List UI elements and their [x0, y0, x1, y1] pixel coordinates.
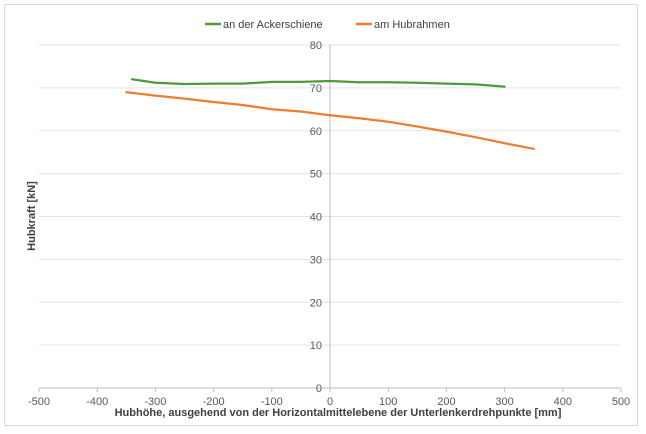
x-tick-label: 300 — [495, 396, 513, 408]
x-tick-label: -500 — [28, 396, 50, 408]
chart-frame — [4, 4, 638, 426]
y-tick-label: 50 — [310, 169, 322, 181]
y-tick-label: 60 — [310, 126, 322, 138]
y-tick-label: 80 — [310, 40, 322, 52]
x-tick-label: -200 — [203, 396, 225, 408]
series-line-hubrahmen — [125, 91, 535, 150]
legend-label: am Hubrahmen — [374, 19, 450, 31]
series-line-ackerschiene — [130, 78, 506, 88]
y-tick-label: 0 — [316, 383, 322, 395]
x-tick-label: -400 — [86, 396, 108, 408]
y-tick-label: 70 — [310, 83, 322, 95]
x-axis-title: Hubhöhe, ausgehend von der Horizontalmit… — [115, 407, 562, 419]
x-tick-label: -100 — [261, 396, 283, 408]
y-axis-title: Hubkraft [kN] — [26, 181, 38, 251]
y-tick-label: 30 — [310, 254, 322, 266]
y-tick-label: 10 — [310, 340, 322, 352]
x-tick-label: 100 — [379, 396, 397, 408]
x-tick-label: 200 — [437, 396, 455, 408]
x-tick-label: -300 — [144, 396, 166, 408]
legend-label: an der Ackerschiene — [223, 19, 323, 31]
x-tick-label: 500 — [612, 396, 630, 408]
x-tick-label: 0 — [327, 396, 333, 408]
y-tick-label: 20 — [310, 297, 322, 309]
x-tick-label: 400 — [554, 396, 572, 408]
y-tick-label: 40 — [310, 212, 322, 224]
